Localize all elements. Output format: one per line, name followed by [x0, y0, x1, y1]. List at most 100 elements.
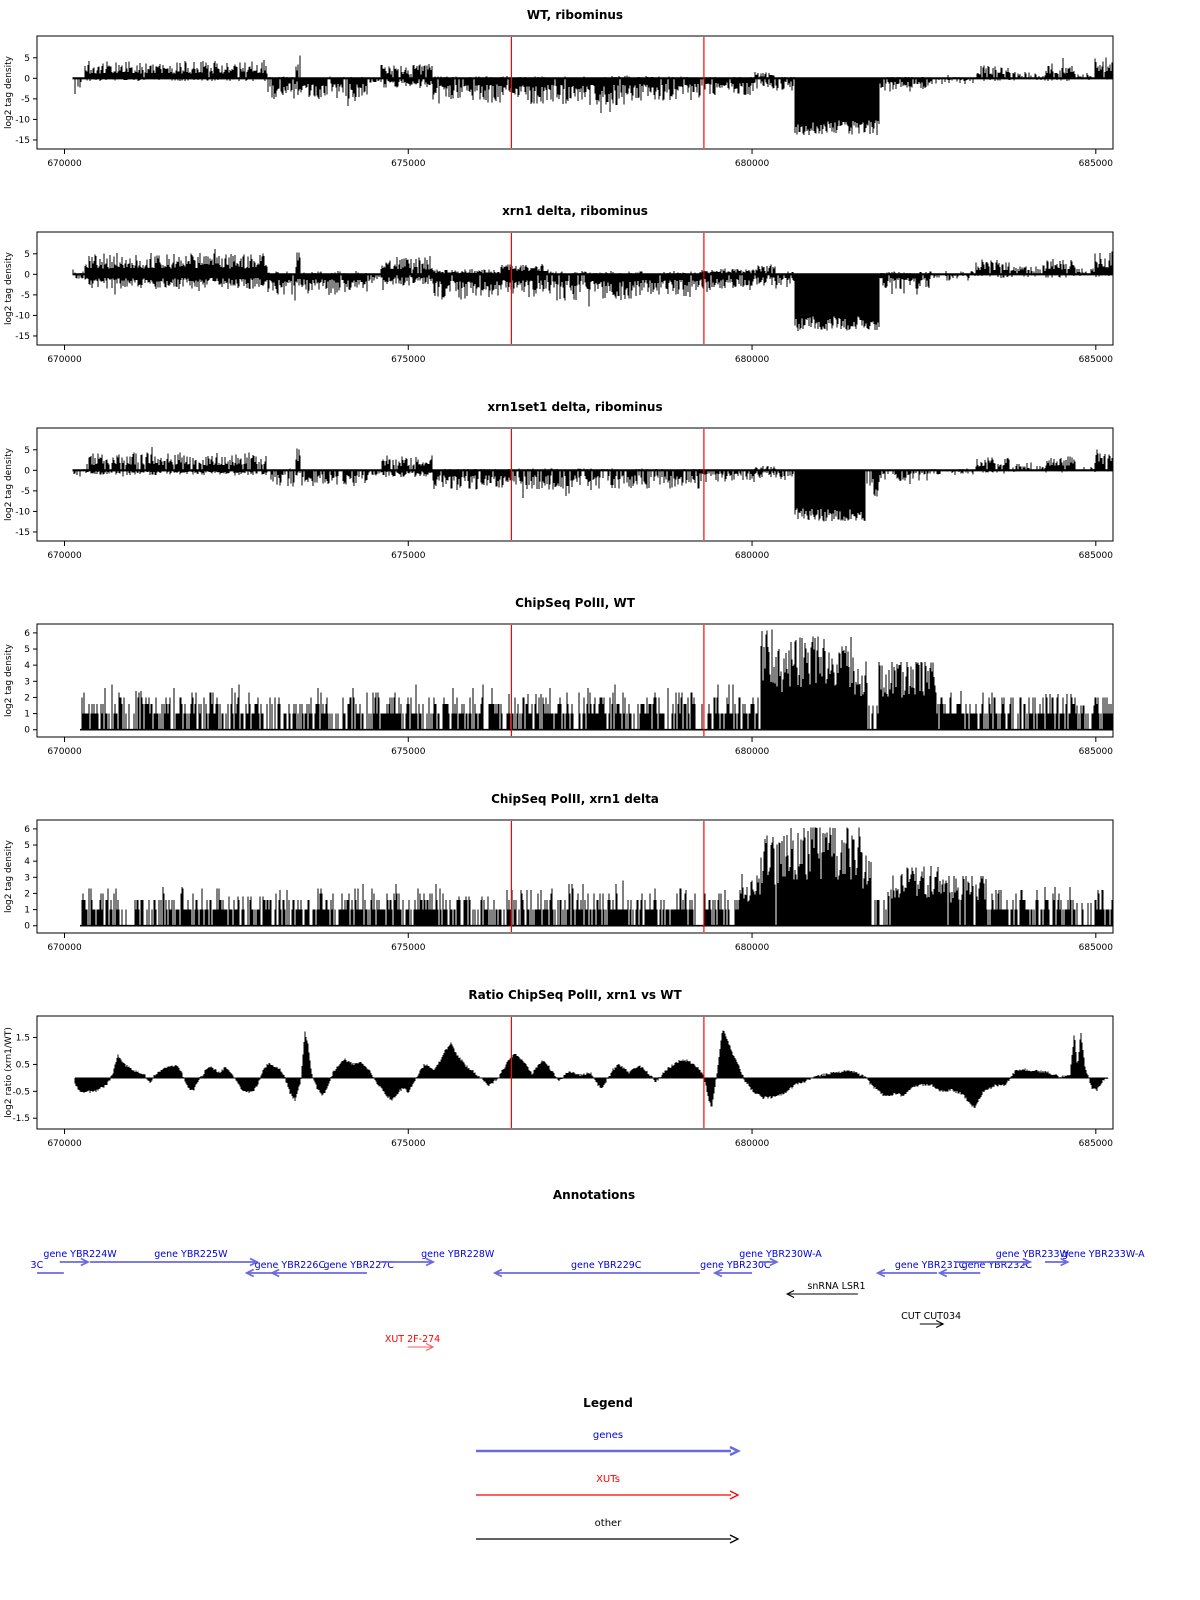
y-tick-label: -5: [21, 95, 30, 105]
y-axis-label: log2 tag density: [4, 643, 14, 717]
annotation-xut-2f-274: XUT 2F-274: [385, 1334, 440, 1351]
x-tick-label: 680000: [735, 355, 770, 365]
panel-title: Ratio ChipSeq PolII, xrn1 vs WT: [468, 988, 682, 1002]
panel-chipseq-polii-xrn1-delta: ChipSeq PolII, xrn1 delta 0 1 2 3 4 5 6 log2 ta…: [0, 784, 1200, 980]
y-axis-label: log2 tag density: [4, 839, 14, 913]
annotation-label: CUT CUT034: [901, 1311, 961, 1322]
annotation-gene-ybr227c: gene YBR227C: [270, 1260, 394, 1278]
x-tick-label: 685000: [1079, 355, 1114, 365]
y-tick-label: -15: [15, 528, 30, 538]
y-tick-label: 5: [24, 841, 30, 851]
panel-title: ChipSeq PolII, WT: [515, 596, 635, 610]
y-tick-label: 3: [24, 873, 30, 883]
annotation-gene-ybr233w: gene YBR233W: [954, 1249, 1070, 1267]
panel-title: WT, ribominus: [526, 8, 624, 22]
annotation-label: gene YBR228W: [421, 1249, 495, 1260]
annotation-gene-ybr230w-a: gene YBR230W-A: [739, 1249, 822, 1267]
annotation-label: gene YBR233W-A: [1062, 1249, 1145, 1260]
y-tick-label: -5: [21, 487, 30, 497]
panel-xrn1-delta-ribominus: xrn1 delta, ribominus 5 0 -5 -10 -15 log2 tag…: [0, 196, 1200, 392]
bars: [73, 446, 1113, 522]
annotation-label: gene YBR230W-A: [739, 1249, 822, 1260]
annotation-gene-ybr224w: gene YBR224W: [43, 1249, 117, 1267]
annotation-label: gene YBR229C: [571, 1260, 642, 1271]
y-tick-label: 0: [24, 74, 30, 84]
annotation-gene-ybr231c: gene YBR231C: [875, 1260, 966, 1278]
chipseq-polii-xrn1-delta-chart: 0 1 2 3 4 5 6 log2 tag density 670000 675000 68000…: [4, 819, 1114, 953]
annotation-label: gene YBR232C: [962, 1260, 1033, 1271]
x-tick-label: 685000: [1079, 1139, 1114, 1149]
chipseq-polii-wt-chart: 0 1 2 3 4 5 6 log2 tag density 670000 675000 68000…: [4, 623, 1114, 757]
x-tick-label: 680000: [735, 943, 770, 953]
y-tick-label: -0.5: [12, 1087, 30, 1097]
panel-title: xrn1set1 delta, ribominus: [487, 400, 663, 414]
y-tick-label: 5: [24, 645, 30, 655]
x-tick-label: 670000: [47, 355, 82, 365]
bars: [81, 827, 1113, 926]
plot-box: [36, 35, 1114, 150]
annotation-snrna-lsr1: snRNA LSR1: [785, 1281, 866, 1298]
x-tick-label: 685000: [1079, 159, 1114, 169]
panel-wt-ribominus: WT, ribominus 5 0 -5 -10 -15 log2 tag density…: [0, 0, 1200, 196]
x-tick-label: 670000: [47, 1139, 82, 1149]
plot-box: [36, 819, 1114, 934]
x-tick-label: 680000: [735, 747, 770, 757]
annotation-label: 3C: [31, 1260, 44, 1271]
y-tick-label: -15: [15, 332, 30, 342]
y-tick-label: -10: [15, 507, 30, 517]
x-tick-label: 670000: [47, 943, 82, 953]
bars: [81, 629, 1113, 730]
annotation-label: snRNA LSR1: [807, 1281, 865, 1292]
x-tick-label: 670000: [47, 159, 82, 169]
y-tick-label: 0: [24, 922, 30, 932]
y-tick-label: -5: [21, 291, 30, 301]
x-tick-label: 670000: [47, 551, 82, 561]
y-axis-label: log2 tag density: [4, 251, 14, 325]
x-tick-label: 675000: [391, 943, 426, 953]
panel-title: ChipSeq PolII, xrn1 delta: [491, 792, 659, 806]
y-tick-label: 6: [24, 825, 30, 835]
x-tick-label: 680000: [735, 551, 770, 561]
annotation-gene-ybr230c: gene YBR230C: [700, 1260, 771, 1278]
annotation-label: XUT 2F-274: [385, 1334, 440, 1345]
legend-label-xuts: XUTs: [596, 1474, 620, 1485]
x-tick-label: 685000: [1079, 747, 1114, 757]
plot-box: [36, 623, 1114, 738]
x-tick-label: 680000: [735, 159, 770, 169]
y-tick-label: 1: [24, 906, 30, 916]
x-tick-label: 675000: [391, 551, 426, 561]
annotation-label: gene YBR224W: [43, 1249, 117, 1260]
x-tick-label: 680000: [735, 1139, 770, 1149]
bars: [72, 248, 1113, 331]
annotation-cut-cut034: CUT CUT034: [901, 1311, 961, 1328]
y-tick-label: 5: [24, 446, 30, 456]
legend-label-genes: genes: [592, 1430, 624, 1441]
panel-title: xrn1 delta, ribominus: [502, 204, 648, 218]
legend: Legend genes XUTs other: [473, 1396, 743, 1546]
y-tick-label: 2: [24, 889, 30, 899]
annotation-gene-ybr225w: gene YBR225W: [89, 1249, 260, 1267]
x-tick-label: 670000: [47, 747, 82, 757]
y-tick-label: -1.5: [12, 1114, 30, 1124]
annotation-3c: 3C: [31, 1260, 64, 1274]
x-tick-label: 685000: [1079, 551, 1114, 561]
x-tick-label: 685000: [1079, 943, 1114, 953]
y-tick-label: 0: [24, 466, 30, 476]
plot-box: [36, 1015, 1114, 1130]
y-tick-label: -15: [15, 136, 30, 146]
other-arrow-icon: [476, 1534, 740, 1544]
x-tick-label: 675000: [391, 1139, 426, 1149]
panel-ratio-chipseq: Ratio ChipSeq PolII, xrn1 vs WT 1.5 0.5 -0…: [0, 980, 1200, 1176]
y-tick-label: 3: [24, 677, 30, 687]
panel-xrn1set1-delta-ribominus: xrn1set1 delta, ribominus 5 0 -5 -10 -15 log2…: [0, 392, 1200, 588]
plot-box: [36, 231, 1114, 346]
bars: [74, 55, 1113, 135]
legend-title: Legend: [583, 1396, 633, 1410]
y-axis-label: log2 tag density: [4, 447, 14, 521]
y-tick-label: 6: [24, 629, 30, 639]
annotation-label: gene YBR233W: [996, 1249, 1070, 1260]
annotation-label: gene YBR231C: [895, 1260, 966, 1271]
